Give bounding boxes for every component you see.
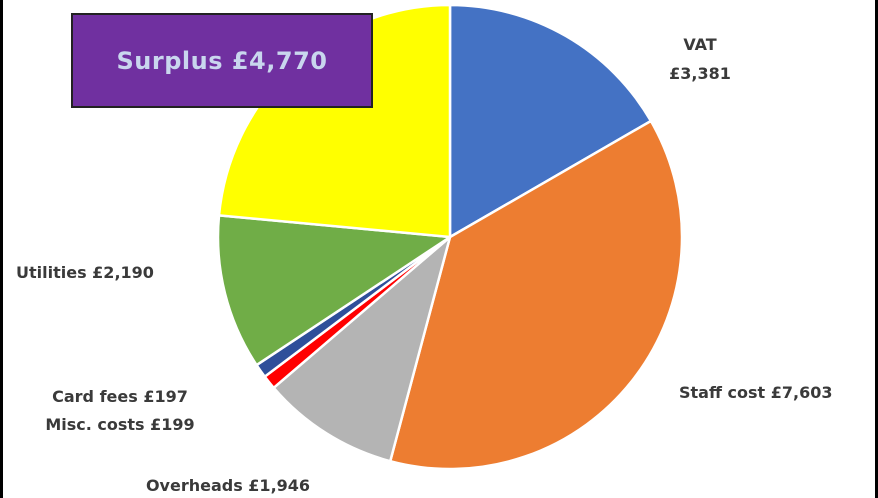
- pie-slice-utilities: [216, 214, 452, 367]
- pie-slice-vat: [448, 3, 653, 239]
- surplus-box: Surplus £4,770: [71, 13, 373, 108]
- pie-slice-overheads: [272, 235, 452, 463]
- label-vat-value: £3,381: [669, 64, 731, 83]
- label-card-fees: Card fees £197: [52, 387, 188, 406]
- label-vat: VAT: [683, 35, 716, 54]
- label-misc-costs: Misc. costs £199: [45, 415, 194, 434]
- label-overheads: Overheads £1,946: [146, 476, 310, 495]
- pie-slices: [216, 3, 684, 471]
- label-staff-cost: Staff cost £7,603: [679, 383, 832, 402]
- pie-chart: VAT £3,381 Staff cost £7,603 Overheads £…: [16, 3, 832, 495]
- label-utilities: Utilities £2,190: [16, 263, 154, 282]
- surplus-label: Surplus £4,770: [116, 46, 328, 75]
- pie-slice-staff-cost: [389, 119, 684, 471]
